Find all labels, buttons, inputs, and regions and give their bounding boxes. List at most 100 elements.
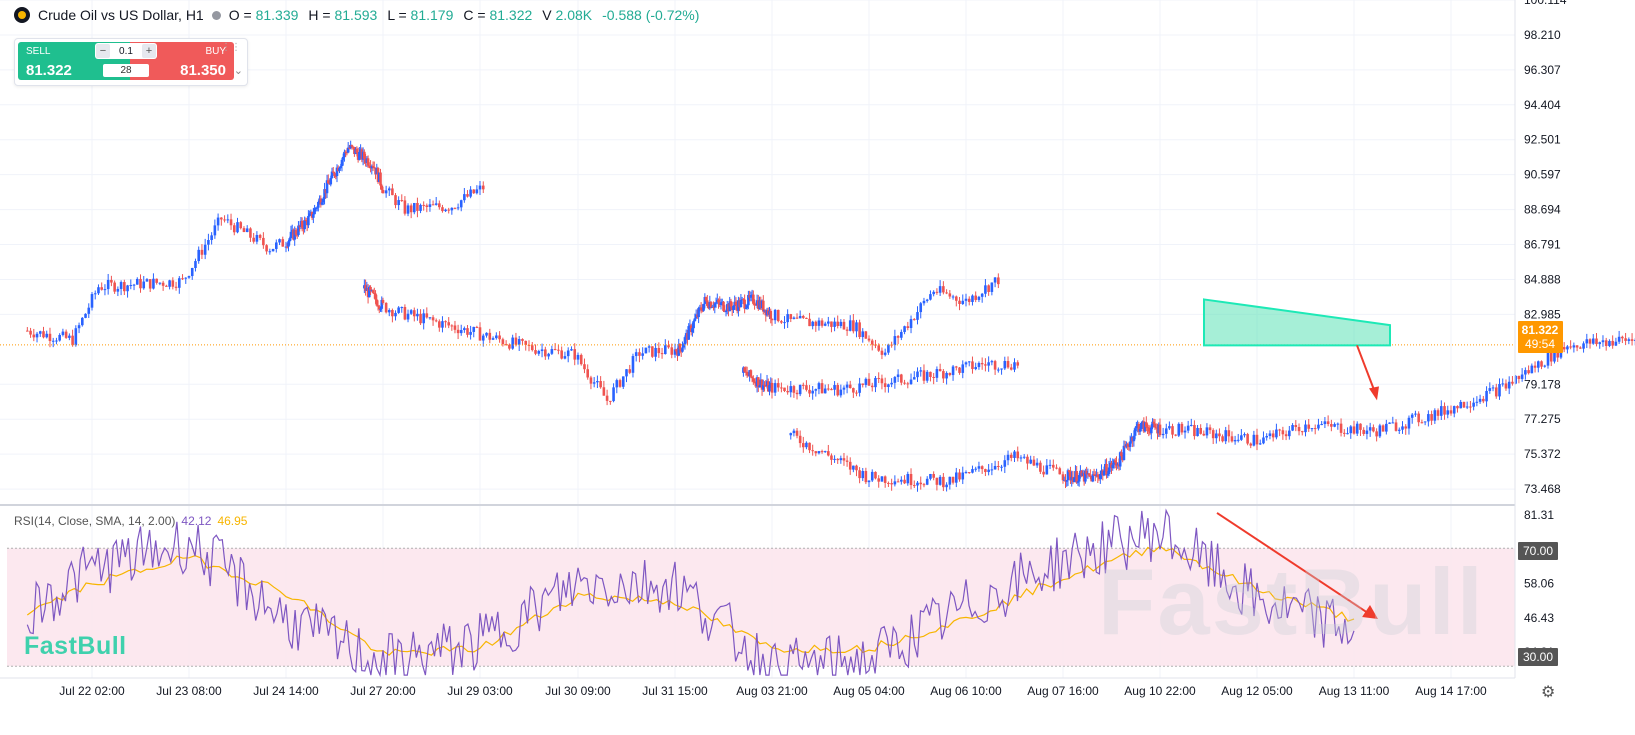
candle: [1524, 367, 1527, 380]
minus-icon[interactable]: −: [96, 44, 110, 58]
gear-icon[interactable]: ⚙: [1541, 684, 1556, 701]
time-axis[interactable]: Jul 22 02:00 Jul 23 08:00 Jul 24 14:00 Jul …: [59, 684, 1487, 698]
candle: [932, 471, 935, 481]
drag-handle-icon[interactable]: ⋮⋮: [221, 42, 241, 53]
candle: [1365, 425, 1369, 440]
candle: [1186, 420, 1190, 434]
symbol-title[interactable]: Crude Oil vs US Dollar, H1: [38, 7, 204, 23]
candle: [566, 347, 570, 363]
candle: [1158, 418, 1162, 437]
candle: [925, 369, 929, 383]
candle: [964, 470, 968, 474]
candle: [912, 371, 916, 380]
candle: [178, 276, 181, 294]
candle: [961, 294, 965, 305]
candle: [935, 288, 939, 295]
rsi-params[interactable]: RSI(14, Close, SMA, 14, 2.00): [14, 514, 176, 528]
candle: [890, 478, 893, 491]
candle: [605, 389, 609, 406]
candle: [232, 222, 236, 236]
candle: [1414, 410, 1417, 417]
candle: [469, 325, 472, 340]
candle: [906, 321, 910, 331]
candle: [90, 291, 94, 311]
candle: [713, 301, 717, 314]
forecast-arrow-rsi[interactable]: [1216, 512, 1378, 620]
candle: [877, 343, 880, 352]
candle: [391, 183, 394, 196]
candle: [1498, 378, 1501, 400]
candle: [1009, 452, 1013, 462]
candle: [1019, 455, 1023, 462]
candle: [870, 338, 874, 351]
candle: [116, 286, 120, 297]
price-tick-label: 96.307: [1524, 63, 1561, 77]
candle: [488, 328, 492, 344]
candle: [817, 450, 821, 455]
candle: [48, 327, 52, 348]
candle: [364, 279, 367, 296]
candle: [168, 279, 171, 290]
candle: [1230, 431, 1234, 443]
candle: [537, 349, 541, 356]
candle: [808, 312, 811, 327]
time-tick-label: Jul 27 20:00: [350, 684, 416, 698]
candle: [203, 238, 207, 260]
candle: [1617, 330, 1621, 344]
quantity-stepper[interactable]: − 0.1 +: [95, 43, 157, 59]
rsi-upper-label: 70.00: [1518, 542, 1558, 560]
candle: [780, 382, 783, 393]
candle: [776, 378, 780, 392]
candle: [925, 476, 929, 486]
candle: [1240, 429, 1243, 441]
candle: [1323, 417, 1327, 429]
quantity-value[interactable]: 0.1: [119, 45, 133, 57]
candle: [955, 467, 958, 488]
candle: [1145, 416, 1148, 431]
plus-icon[interactable]: +: [142, 44, 156, 58]
candle: [93, 290, 97, 300]
candle: [615, 378, 619, 394]
candle: [811, 386, 814, 400]
candle: [719, 298, 723, 310]
candle: [242, 226, 246, 233]
candle: [1000, 368, 1003, 375]
candle: [258, 233, 262, 241]
candle: [664, 339, 667, 355]
candle: [161, 280, 165, 291]
candle: [1475, 396, 1479, 407]
candle: [798, 384, 802, 397]
candle: [303, 216, 306, 233]
price-axis[interactable]: 100.114 98.210 96.307 94.404 92.501 90.597 88.…: [1524, 0, 1567, 496]
candle: [903, 379, 906, 385]
candle: [1202, 430, 1206, 437]
candle: [1520, 368, 1524, 382]
candle: [1133, 426, 1137, 440]
candle: [922, 297, 926, 306]
forecast-arrow-price[interactable]: [1356, 344, 1379, 401]
candle: [870, 469, 874, 482]
candle: [187, 275, 191, 279]
candle: [384, 185, 388, 198]
ohlc-open: O = 81.339: [228, 7, 299, 23]
candle: [805, 317, 808, 319]
candle: [1252, 430, 1256, 447]
candle: [119, 280, 123, 296]
chevron-down-icon[interactable]: ⌄: [233, 65, 243, 77]
candle: [1147, 424, 1151, 437]
candle: [912, 480, 916, 489]
candle: [340, 157, 344, 172]
triangle-pattern[interactable]: [1203, 298, 1391, 347]
candle: [848, 315, 852, 332]
candle: [864, 377, 868, 388]
candle: [929, 290, 932, 301]
candle: [1268, 430, 1272, 440]
rsi-tick-label: 81.31: [1524, 508, 1554, 522]
candle: [817, 317, 821, 331]
candle: [1585, 333, 1589, 349]
candle: [958, 367, 961, 375]
candle: [1330, 419, 1333, 432]
candle: [644, 347, 648, 354]
